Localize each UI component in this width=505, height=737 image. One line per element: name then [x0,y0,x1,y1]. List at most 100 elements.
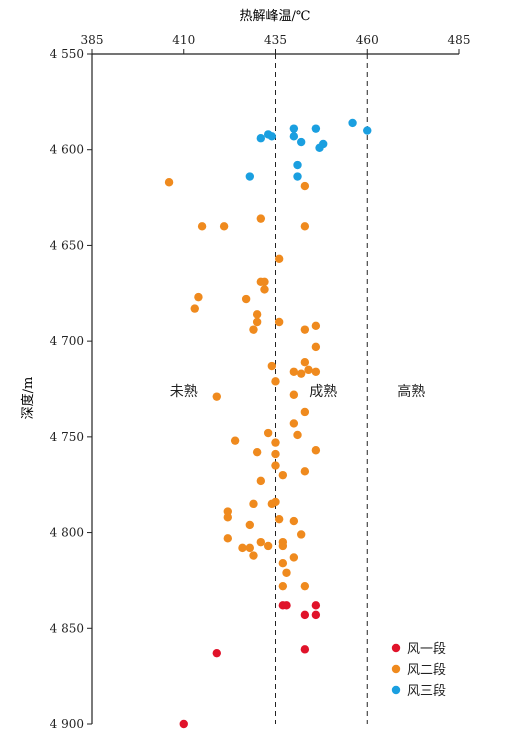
data-point [311,446,321,455]
x-tick-label: 410 [172,33,195,47]
data-point [212,392,221,401]
data-point [179,719,188,729]
y-tick-label: 4 700 [50,334,84,348]
legend-marker [391,685,401,695]
data-point [311,124,321,133]
data-point [296,137,306,147]
data-point [223,534,232,543]
data-point [300,645,310,654]
data-point [278,581,288,591]
legend-label: 风三段 [407,684,446,699]
data-point [300,325,310,334]
data-point [260,285,269,294]
data-point [282,601,291,610]
legend-marker [391,643,401,653]
zone-label: 高熟 [397,383,425,400]
data-point [230,436,240,445]
data-point [289,516,299,526]
data-point [245,543,255,553]
data-point [249,499,258,509]
data-point [296,369,306,378]
data-point [245,520,255,530]
zone-labels: 未熟 成熟 高熟 [170,383,426,400]
data-point [274,514,284,524]
data-point [263,541,273,551]
data-point [300,581,310,591]
data-point [274,254,284,264]
data-point [271,449,280,459]
data-point [197,222,207,231]
data-point [300,181,310,191]
data-point [271,377,280,386]
data-point [256,214,266,223]
data-point [267,361,277,371]
data-point [267,499,277,509]
data-point [300,610,310,620]
x-tick-label: 435 [264,33,287,47]
legend-label: 风二段 [407,663,446,678]
data-point [245,172,255,181]
y-tick-label: 4 750 [50,430,84,444]
data-point [293,430,302,440]
data-point [348,118,357,128]
x-tick-label: 485 [448,33,471,47]
data-point [300,358,310,367]
data-point [300,222,310,231]
data-point [296,530,306,539]
data-point [164,178,174,187]
data-point [293,160,302,170]
y-axis-ticks: 4 550 4 600 4 650 4 700 4 750 4 800 4 850 4 900 [50,47,92,731]
data-point [304,365,313,375]
data-point [278,559,288,568]
data-point [274,317,284,327]
data-point [241,294,251,304]
data-point [260,277,269,286]
data-point [289,132,299,141]
data-point [194,292,203,302]
legend-label: 风一段 [407,642,446,657]
data-point [300,467,310,476]
legend-marker [391,664,401,674]
x-axis-ticks: 385 410 435 460 485 [81,33,471,54]
data-point [256,537,266,547]
data-point [311,367,321,376]
data-point [249,551,258,560]
x-tick-label: 385 [81,33,104,47]
data-point [278,470,288,480]
data-point [289,367,299,376]
data-point [311,601,321,610]
data-point [223,507,232,516]
y-tick-label: 4 600 [50,143,84,157]
data-point [311,342,321,352]
data-point [271,438,280,447]
zone-label: 未熟 [170,384,198,400]
data-point [300,407,310,417]
data-point [311,610,321,620]
data-point [282,568,291,577]
data-point [256,134,266,143]
data-point [190,304,199,313]
y-tick-label: 4 900 [50,717,84,731]
data-point [289,124,299,133]
data-point [252,447,262,457]
zone-label: 成熟 [309,384,337,400]
data-point [219,222,229,231]
data-point [256,476,266,486]
data-point [212,648,221,658]
data-point [238,543,247,553]
data-points [164,118,372,729]
data-point [289,390,299,399]
data-point [267,132,277,141]
data-point [315,143,324,152]
data-point [271,461,280,470]
x-axis-title: 热解峰温/℃ [240,9,311,24]
y-axis-title: 深度/m [20,377,36,420]
y-tick-label: 4 550 [50,47,84,61]
data-point [223,513,232,522]
data-point [278,541,288,551]
data-point [249,325,258,334]
data-point [311,321,321,331]
data-point [263,428,273,438]
